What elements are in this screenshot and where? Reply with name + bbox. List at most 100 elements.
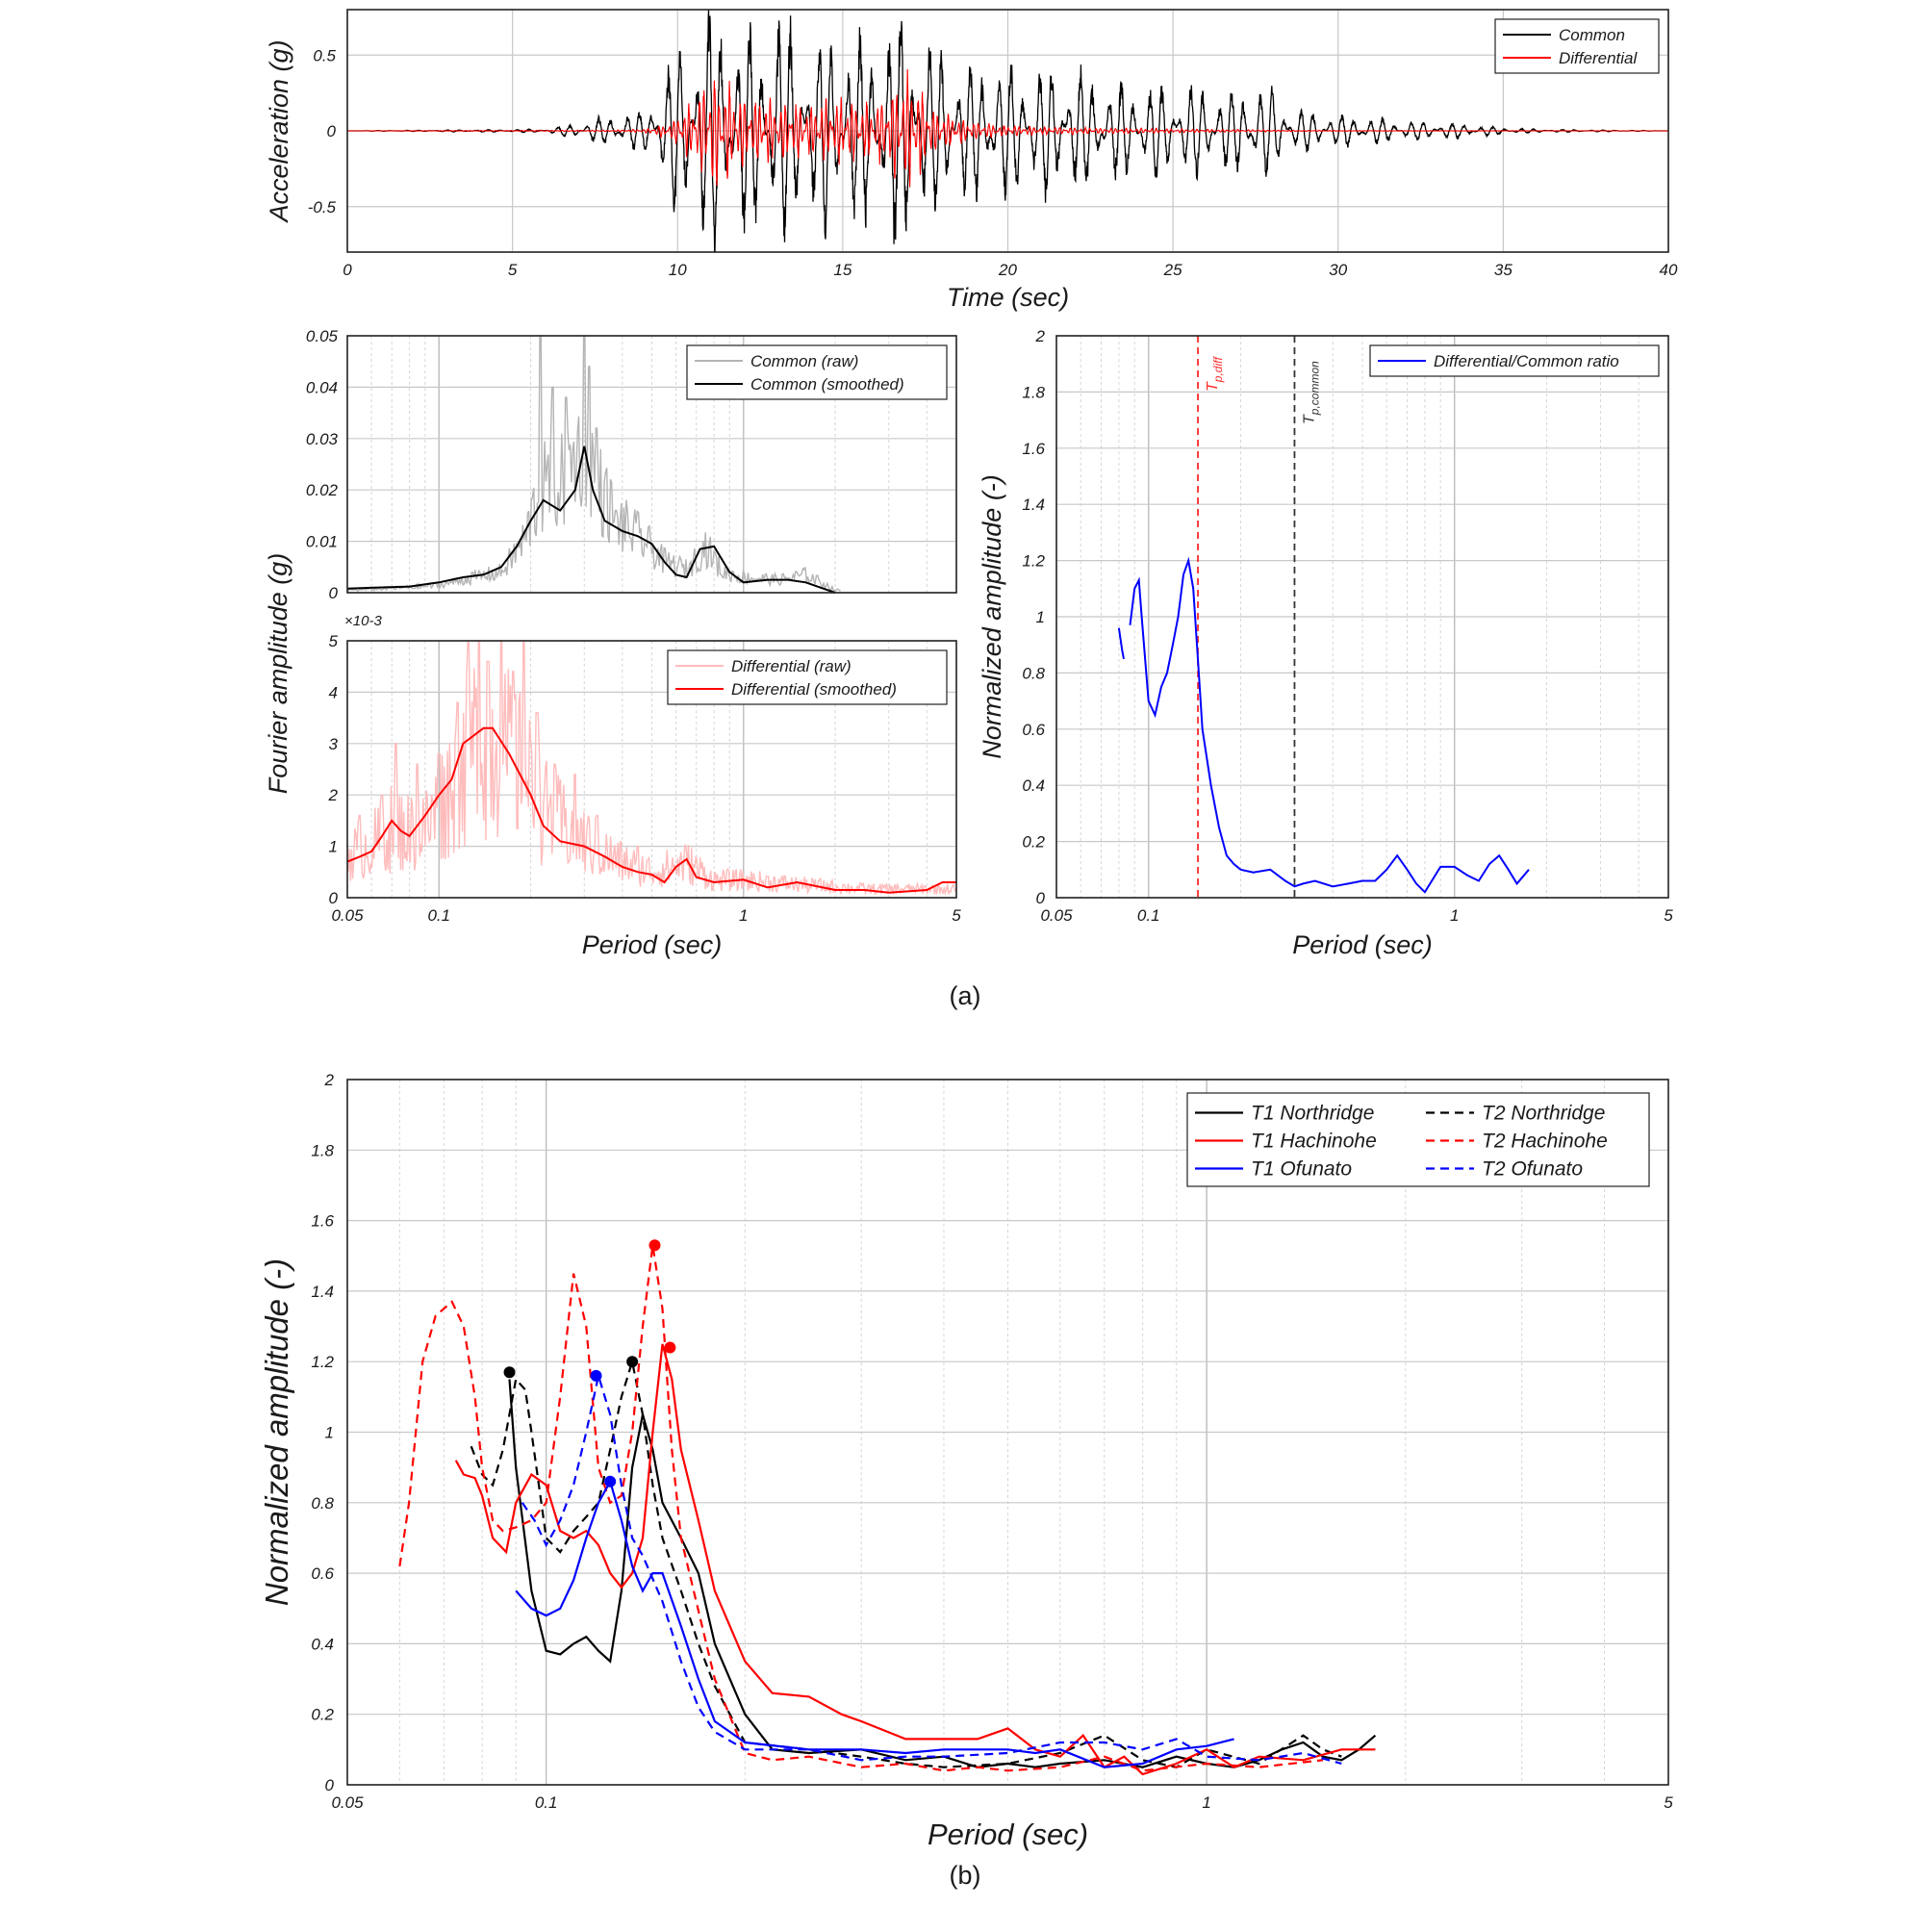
y-tick-label: 1.8 — [311, 1141, 334, 1159]
series-line-t2-northridge — [470, 1360, 1342, 1768]
series-line-t1-ofunato — [515, 1478, 1234, 1768]
y-tick-label: 1.6 — [311, 1212, 334, 1231]
y-tick-label: 1 — [329, 838, 338, 856]
y-tick-label: 0.2 — [311, 1706, 334, 1724]
plot-frame — [346, 640, 957, 899]
y-tick-label: 2 — [328, 786, 339, 804]
legend-label: Differential/Common ratio — [1434, 352, 1619, 370]
y-tick-label: 3 — [329, 735, 339, 753]
y-tick-label: 1.4 — [311, 1283, 334, 1301]
x-tick-label: 1 — [739, 906, 748, 925]
y-tick-label: 1 — [325, 1424, 334, 1442]
y-tick-label: 1.2 — [1022, 552, 1045, 571]
ratio-single-panel: 0 0.2 0.4 0.6 0.8 1 1.2 1.4 1.6 1.8 2 0.05 0.1 1 5 Tp,d… — [978, 327, 1673, 959]
y-tick-label: 1.4 — [1022, 496, 1045, 514]
legend-box — [1186, 1092, 1650, 1187]
legend: Common Differential — [1494, 18, 1660, 74]
fourier-multiplier-label: ×10-3 — [344, 613, 382, 629]
x-axis-label: Period (sec) — [928, 1818, 1088, 1851]
x-tick-label: 30 — [1329, 261, 1347, 279]
legend-box — [667, 649, 948, 705]
y-tick-label: 0.02 — [306, 481, 339, 499]
peak-marker-t1-ofunato — [604, 1475, 617, 1487]
x-axis-label: Period (sec) — [1292, 930, 1433, 959]
x-tick-label: 15 — [833, 261, 852, 279]
y-tick-label: 0.8 — [1022, 664, 1045, 682]
y-tick-label: 1.6 — [1022, 440, 1045, 458]
series-line-t1-hachinohe — [454, 1343, 1376, 1776]
x-tick-label: 0.1 — [427, 906, 450, 925]
series-line-differential-raw — [346, 640, 957, 897]
series-line-ratio — [1129, 556, 1530, 894]
y-tick-label: 0 — [329, 889, 339, 907]
y-tick-label: 0.03 — [306, 430, 339, 448]
x-tick-label: 10 — [669, 261, 687, 279]
y-tick-label: 0 — [329, 584, 339, 602]
y-tick-label: 5 — [329, 632, 339, 650]
y-tick-label: 0 — [325, 1776, 335, 1794]
y-tick-label: 0.05 — [306, 327, 339, 345]
x-tick-label: 5 — [1664, 1793, 1673, 1812]
legend-label: Common (raw) — [750, 352, 858, 370]
series-line-differential-smoothed — [346, 726, 956, 894]
x-tick-label: 0.05 — [331, 1793, 364, 1812]
y-tick-label: 0 — [327, 122, 337, 140]
x-tick-label: 5 — [952, 906, 961, 925]
y-tick-label: 0.6 — [1022, 721, 1045, 739]
x-axis-label: Period (sec) — [582, 930, 723, 959]
y-tick-label: 1.8 — [1022, 383, 1045, 401]
x-tick-label: 0.05 — [1040, 906, 1073, 925]
legend: T1 Northridge T2 Northridge T1 Hachinohe T2… — [1186, 1092, 1650, 1187]
series-line-t1-northridge — [508, 1379, 1377, 1768]
x-tick-label: 0.1 — [535, 1793, 558, 1812]
fourier-y-axis-label: Fourier amplitude (g) — [264, 553, 292, 795]
x-tick-label: 40 — [1660, 261, 1678, 279]
y-tick-label: 2 — [324, 1071, 335, 1089]
x-tick-label: 0 — [343, 261, 352, 279]
x-tick-label: 1 — [1450, 906, 1459, 925]
legend-label: T1 Hachinohe — [1251, 1131, 1377, 1153]
ratio-multi-panel: 0 0.2 0.4 0.6 0.8 1 1.2 1.4 1.6 1.8 2 0.05 0.1 1 5 T1 N… — [259, 1071, 1673, 1851]
x-tick-label: 1 — [1202, 1793, 1210, 1812]
x-tick-label: 5 — [508, 261, 518, 279]
y-tick-label: -0.5 — [308, 198, 337, 216]
legend-box — [1494, 18, 1660, 74]
y-tick-label: 0.4 — [1022, 776, 1045, 795]
y-tick-label: 0.04 — [306, 378, 338, 396]
legend-label: Differential (raw) — [731, 657, 852, 675]
y-axis-label: Acceleration (g) — [265, 39, 293, 223]
series-line-ratio — [1117, 627, 1125, 659]
y-tick-label: 0.2 — [1022, 833, 1045, 852]
x-tick-label: 0.1 — [1137, 906, 1160, 925]
x-tick-label: 5 — [1664, 906, 1673, 925]
legend-box — [686, 344, 948, 400]
legend-label: Common — [1559, 26, 1625, 44]
plot-frame — [346, 9, 1669, 253]
y-tick-label: 1.2 — [311, 1353, 334, 1371]
legend-label: T1 Ofunato — [1251, 1158, 1352, 1181]
legend-label: Differential (smoothed) — [731, 680, 897, 699]
legend: Common (raw) Common (smoothed) — [686, 344, 948, 400]
series-line-common-smoothed — [346, 445, 836, 594]
peak-marker-t2-northridge — [626, 1356, 639, 1368]
time-history-panel: 0 5 10 15 20 25 30 35 40 -0.5 0 0.5 Common Differenti… — [265, 9, 1678, 312]
legend-label: T2 Ofunato — [1482, 1158, 1583, 1181]
y-tick-label: 0 — [1036, 889, 1046, 907]
legend-label: T1 Northridge — [1251, 1103, 1374, 1125]
y-tick-label: 0.6 — [311, 1564, 334, 1583]
peak-marker-t1-hachinohe — [664, 1341, 676, 1354]
x-tick-label: 0.05 — [331, 906, 364, 925]
y-tick-label: 2 — [1035, 327, 1046, 345]
legend: Differential/Common ratio — [1369, 344, 1660, 377]
series-line-t2-ofunato — [521, 1371, 1342, 1766]
y-axis-label: Normalized amplitude (-) — [259, 1259, 294, 1606]
y-tick-label: 1 — [1036, 608, 1045, 626]
y-tick-label: 0.5 — [313, 46, 336, 64]
x-tick-label: 25 — [1163, 261, 1182, 279]
legend-label: Differential — [1559, 49, 1638, 67]
legend-label: T2 Northridge — [1482, 1103, 1605, 1125]
y-axis-label: Normalized amplitude (-) — [978, 474, 1006, 759]
legend-label: T2 Hachinohe — [1482, 1131, 1608, 1153]
